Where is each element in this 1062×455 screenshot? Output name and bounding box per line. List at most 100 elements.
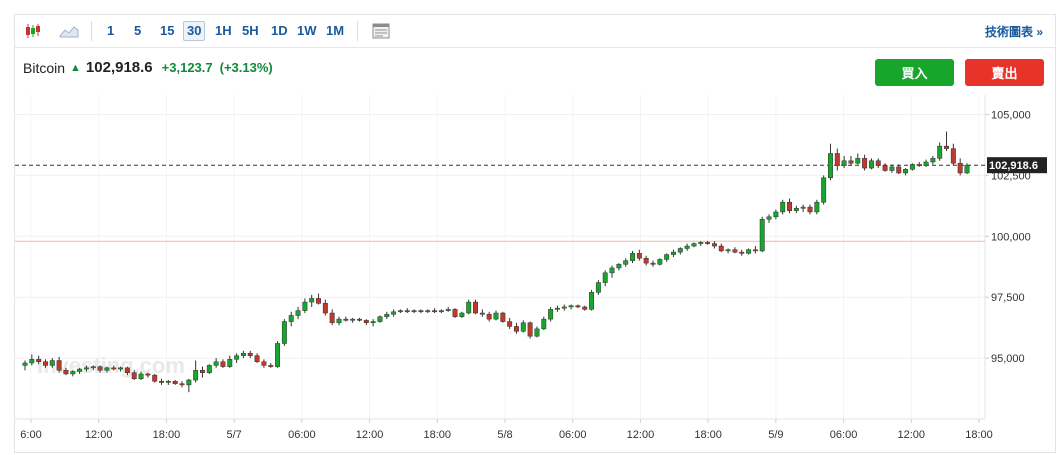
- candle: [418, 309, 424, 314]
- candle-body: [759, 218, 765, 252]
- candle-body: [848, 160, 854, 164]
- candle: [636, 249, 642, 261]
- chart-layout-icon[interactable]: [369, 20, 393, 42]
- buy-button[interactable]: 買入: [875, 59, 954, 86]
- candle: [131, 370, 137, 381]
- candle: [70, 370, 76, 377]
- x-tick-label: 5/8: [497, 429, 512, 441]
- y-tick-label: 105,000: [991, 109, 1031, 121]
- candle-body: [725, 249, 731, 252]
- candle-body: [254, 355, 260, 363]
- candle-body: [650, 262, 656, 265]
- candle: [90, 365, 96, 371]
- candle-body: [322, 303, 328, 314]
- candle: [213, 358, 219, 368]
- candle-body: [752, 249, 758, 252]
- candle: [452, 308, 458, 318]
- candle-body: [29, 359, 35, 364]
- candle: [97, 365, 103, 373]
- candle-body: [111, 367, 117, 370]
- candle-body: [384, 313, 390, 317]
- candle: [36, 355, 42, 365]
- candle: [391, 309, 397, 317]
- chart-widget: 1 5 15 30 1H 5H 1D 1W 1M 技術圖表 » Bitcoin …: [14, 14, 1056, 453]
- candle: [868, 158, 874, 170]
- candle-body: [432, 310, 438, 313]
- candle-body: [582, 306, 588, 310]
- candle-body: [691, 243, 697, 247]
- candle: [29, 354, 35, 366]
- candle: [548, 306, 554, 322]
- candle: [950, 143, 956, 166]
- candle-body: [964, 164, 970, 174]
- candle: [609, 265, 615, 278]
- timeframe-1m[interactable]: 1M: [326, 23, 345, 38]
- candle: [514, 322, 519, 334]
- candle: [302, 298, 308, 314]
- candle: [909, 163, 915, 171]
- candle-body: [261, 361, 267, 366]
- candle-body: [186, 379, 192, 386]
- x-tick-label: 12:00: [85, 429, 113, 441]
- candle-body: [70, 371, 76, 375]
- candle: [179, 381, 185, 388]
- candle-body: [56, 360, 62, 371]
- candle-body: [370, 321, 376, 324]
- timeframe-1[interactable]: 1: [107, 23, 115, 38]
- price-chart[interactable]: 95,000 97,500 100,000 102,500 105,000 6:00 12:…: [15, 15, 1055, 452]
- candle: [575, 304, 581, 309]
- timeframe-5h[interactable]: 5H: [242, 23, 259, 38]
- candle: [964, 163, 970, 175]
- candle: [322, 299, 328, 316]
- candle-body: [602, 272, 608, 283]
- candle: [261, 359, 267, 368]
- candlestick-chart-icon[interactable]: [21, 20, 45, 42]
- sell-button[interactable]: 賣出: [965, 59, 1044, 86]
- candle-body: [643, 257, 649, 264]
- candle: [752, 246, 758, 254]
- candle: [473, 299, 478, 315]
- candle: [56, 356, 62, 373]
- candle: [172, 380, 178, 385]
- candle-body: [391, 311, 397, 315]
- candle-body: [295, 310, 301, 316]
- timeframe-5[interactable]: 5: [134, 23, 142, 38]
- candle-body: [77, 368, 83, 372]
- candle-body: [329, 312, 335, 324]
- candle-body: [821, 177, 827, 203]
- candle: [295, 306, 301, 320]
- candle-body: [711, 243, 717, 247]
- candle: [875, 158, 881, 169]
- timeframe-15[interactable]: 15: [160, 23, 175, 38]
- timeframe-1d[interactable]: 1D: [271, 23, 288, 38]
- candle-body: [541, 318, 547, 330]
- technical-chart-link[interactable]: 技術圖表 »: [984, 25, 1043, 39]
- quote-header: Bitcoin ▲ 102,918.6 +3,123.7 (+3.13%): [23, 59, 273, 76]
- candle-body: [636, 253, 642, 259]
- candle-body: [179, 383, 185, 386]
- candle-body: [118, 367, 124, 370]
- candle-body: [698, 242, 704, 244]
- timeframe-1h[interactable]: 1H: [215, 23, 232, 38]
- candle: [814, 199, 820, 215]
- last-price: 102,918.6: [85, 59, 153, 76]
- candle: [200, 366, 205, 378]
- timeframe-1w[interactable]: 1W: [297, 23, 317, 38]
- timeframe-30[interactable]: 30: [183, 21, 206, 41]
- candle-body: [350, 318, 356, 321]
- x-tick-label: 06:00: [830, 429, 858, 441]
- candle-body: [595, 282, 601, 293]
- candle-body: [616, 264, 622, 269]
- area-chart-icon[interactable]: [57, 20, 81, 42]
- candle: [43, 359, 48, 368]
- candle-body: [589, 292, 595, 310]
- candle: [630, 250, 635, 264]
- candle-body: [705, 242, 711, 244]
- candle-body: [664, 254, 670, 260]
- candle: [479, 309, 485, 317]
- candle: [275, 341, 281, 368]
- candle: [363, 319, 369, 326]
- price-change-percent: (+3.13%): [219, 60, 273, 75]
- candle: [698, 241, 704, 247]
- candle: [370, 319, 376, 327]
